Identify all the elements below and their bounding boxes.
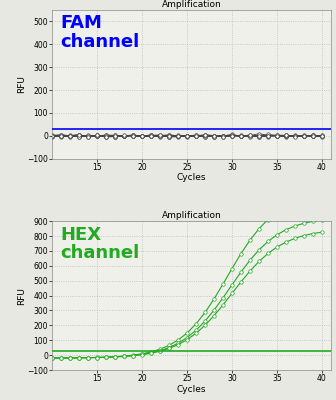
- X-axis label: Cycles: Cycles: [177, 384, 206, 394]
- X-axis label: Cycles: Cycles: [177, 173, 206, 182]
- Title: Amplification: Amplification: [162, 212, 221, 220]
- Text: FAM
channel: FAM channel: [60, 14, 140, 51]
- Title: Amplification: Amplification: [162, 0, 221, 9]
- Y-axis label: RFU: RFU: [17, 76, 26, 93]
- Text: HEX
channel: HEX channel: [60, 226, 140, 262]
- Y-axis label: RFU: RFU: [17, 287, 26, 304]
